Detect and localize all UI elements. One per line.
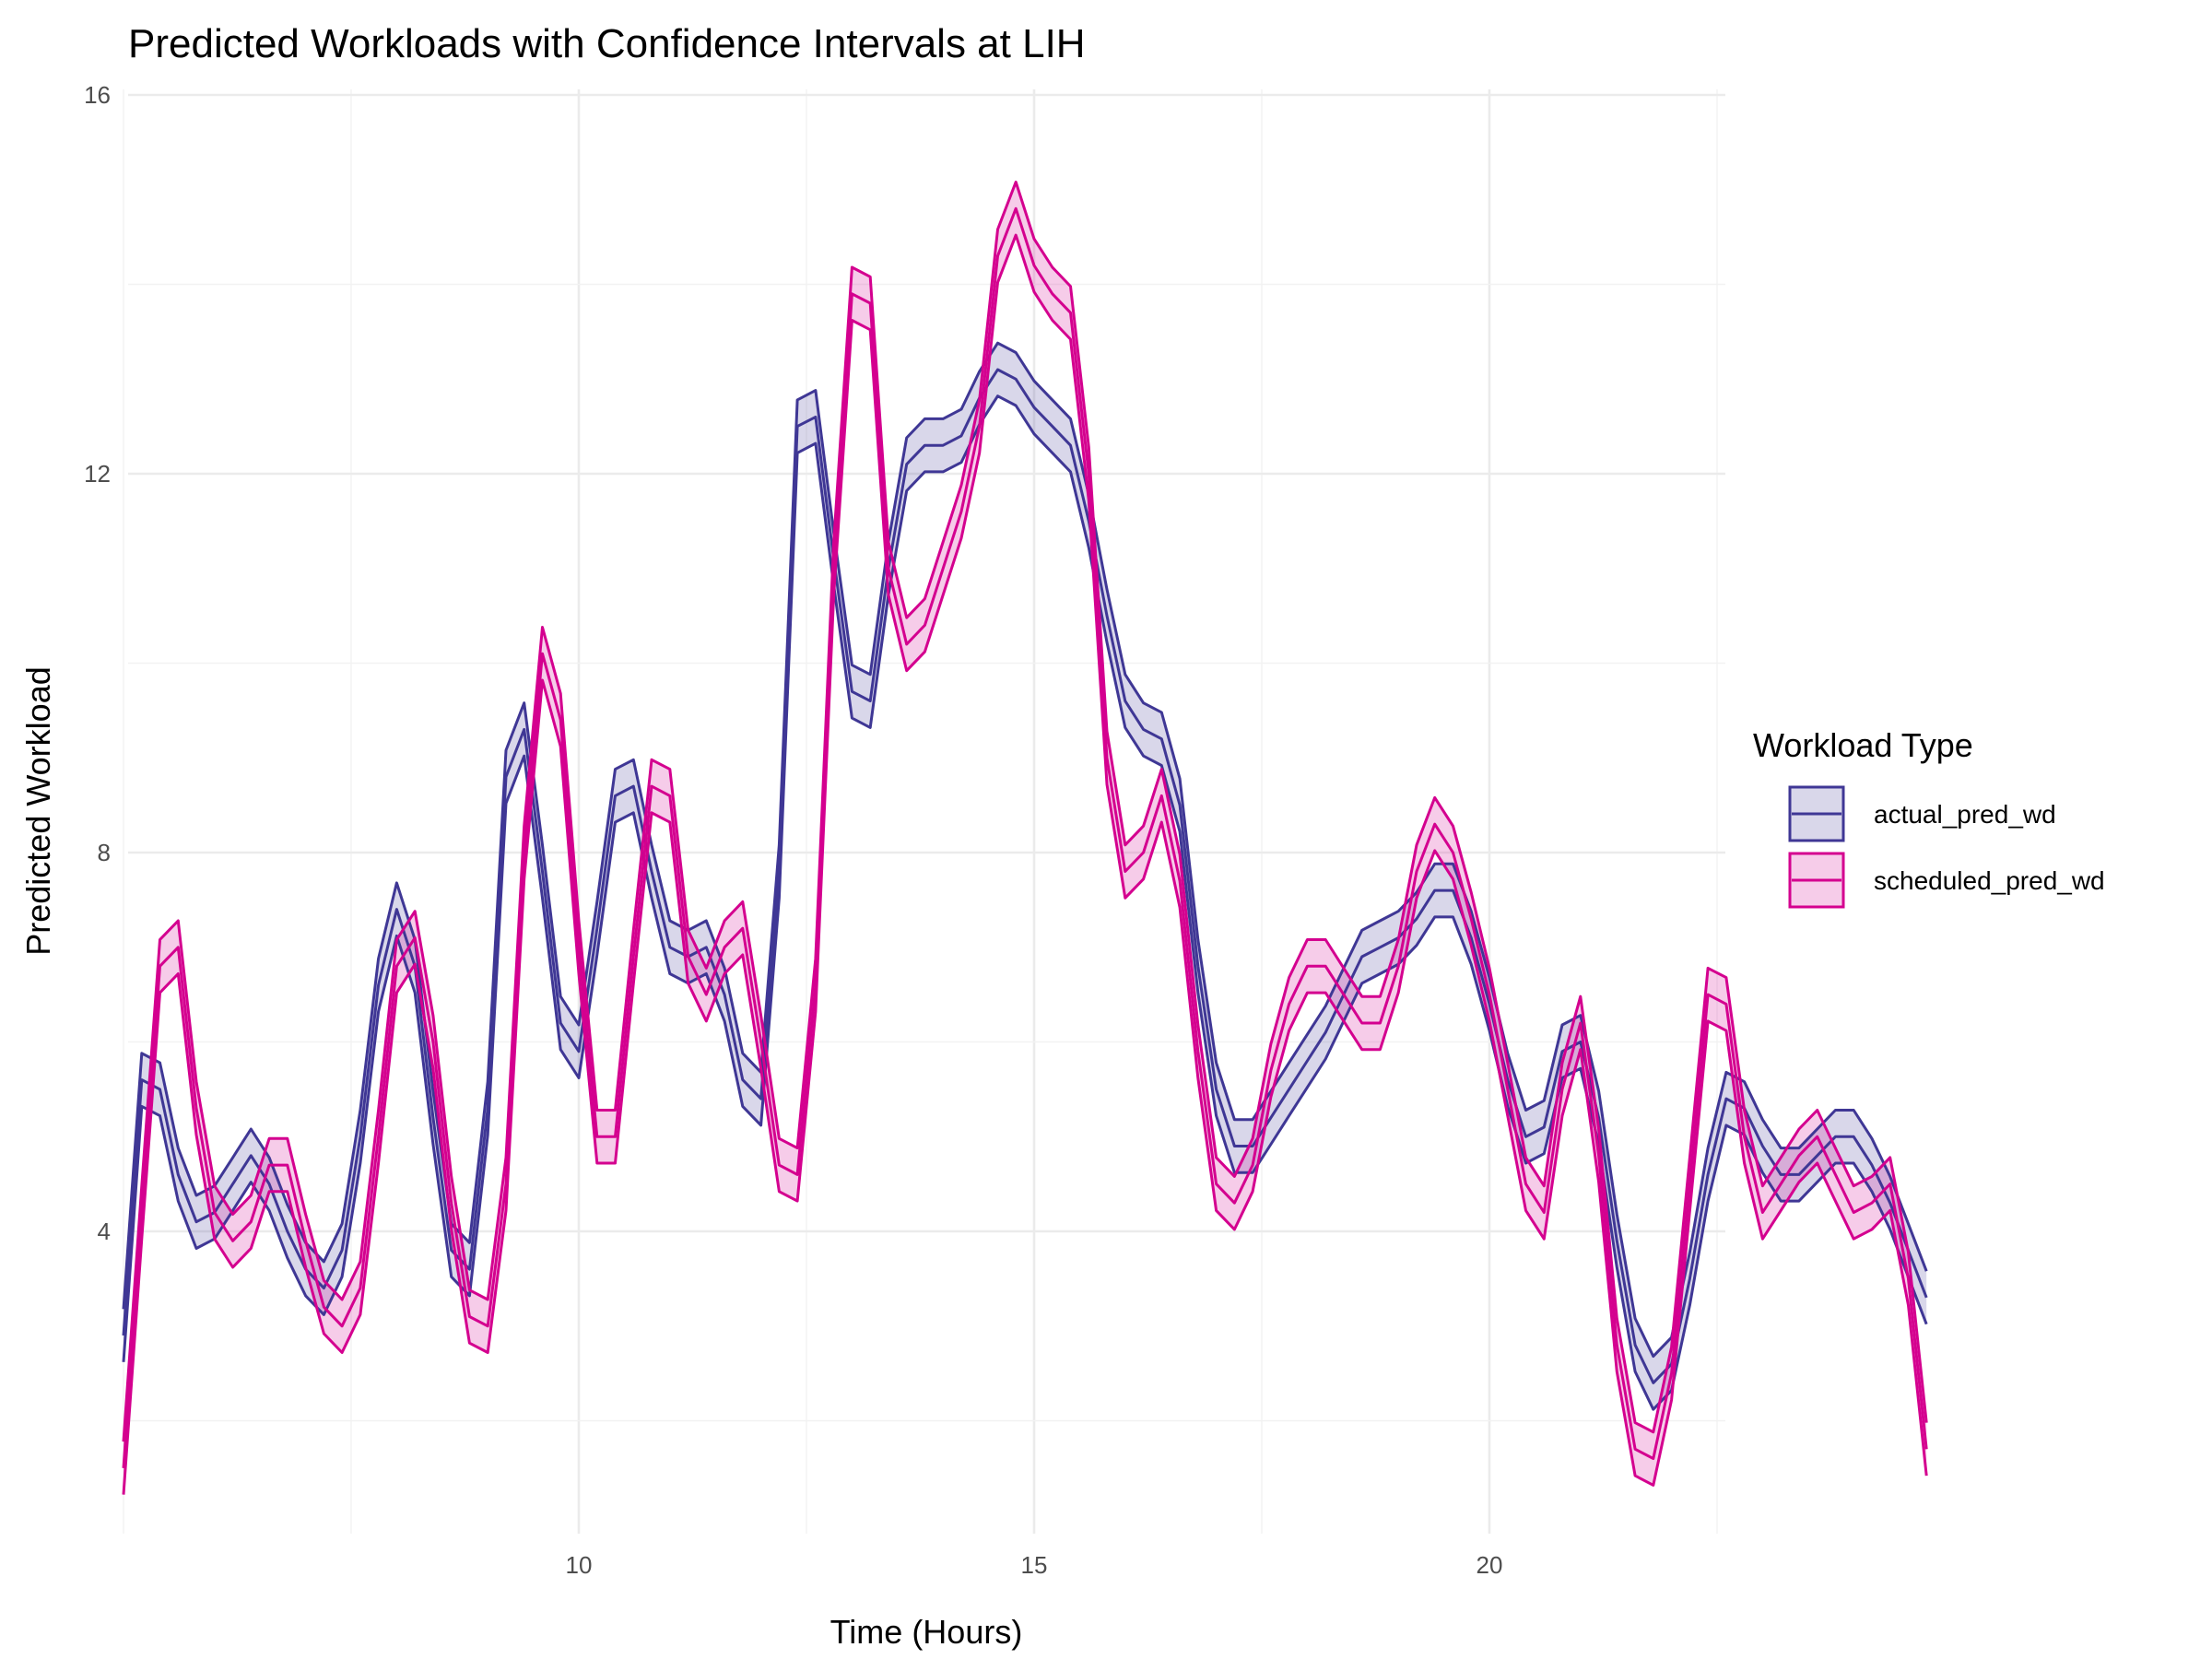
band-lower-scheduled-pred-wd xyxy=(122,233,1928,1495)
tick-labels: 10 15 20 4 8 12 16 xyxy=(84,81,1502,1579)
legend-title: Workload Type xyxy=(1753,726,1973,764)
x-tick-label: 20 xyxy=(1477,1551,1503,1579)
series-line-actual-pred-wd xyxy=(122,368,1928,1384)
legend: Workload Type actual_pred_wd scheduled_p… xyxy=(1753,726,2105,909)
band-upper-scheduled-pred-wd xyxy=(122,181,1928,1442)
legend-item-actual: actual_pred_wd xyxy=(1788,785,2056,842)
band-lower-actual-pred-wd xyxy=(122,394,1928,1411)
grid xyxy=(123,89,1725,1534)
legend-label-actual: actual_pred_wd xyxy=(1874,800,2056,829)
y-tick-label: 12 xyxy=(84,460,111,488)
series-lines xyxy=(122,181,1928,1495)
x-tick-label: 15 xyxy=(1021,1551,1048,1579)
y-tick-label: 4 xyxy=(98,1218,111,1245)
y-tick-label: 16 xyxy=(84,81,111,109)
chart-title: Predicted Workloads with Confidence Inte… xyxy=(128,21,1086,66)
y-axis-label: Predicted Workload xyxy=(19,666,57,956)
legend-label-scheduled: scheduled_pred_wd xyxy=(1874,866,2105,895)
series-line-scheduled-pred-wd xyxy=(122,206,1928,1469)
legend-item-scheduled: scheduled_pred_wd xyxy=(1788,852,2105,909)
x-axis-label: Time (Hours) xyxy=(830,1613,1023,1651)
y-tick-label: 8 xyxy=(98,839,111,866)
x-tick-label: 10 xyxy=(566,1551,593,1579)
